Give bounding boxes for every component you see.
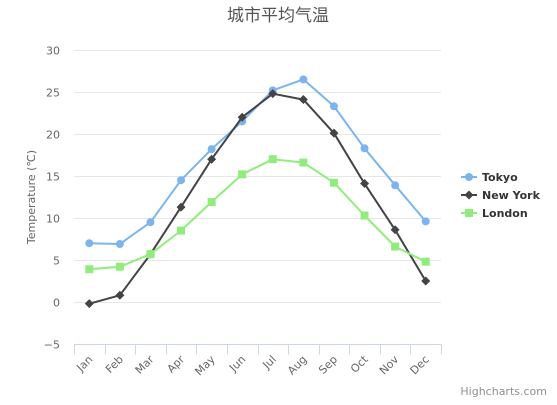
y-tick-label: 0 — [53, 297, 60, 310]
y-tick-label: 30 — [46, 45, 60, 58]
legend-item-new-york[interactable]: New York — [461, 189, 541, 202]
credits-link[interactable]: Highcharts.com — [460, 385, 547, 398]
data-point-tokyo[interactable] — [85, 239, 94, 248]
data-point-new-york[interactable] — [298, 95, 308, 105]
x-tick-label: Jun — [226, 353, 248, 375]
data-point-london[interactable] — [391, 242, 400, 251]
data-point-tokyo[interactable] — [177, 176, 186, 185]
x-tick-label: Aug — [285, 353, 309, 377]
y-tick-label: 20 — [46, 129, 60, 142]
legend-marker[interactable] — [464, 190, 474, 200]
data-point-london[interactable] — [299, 158, 308, 167]
data-point-new-york[interactable] — [268, 89, 278, 99]
data-point-tokyo[interactable] — [207, 145, 216, 154]
legend-marker[interactable] — [465, 209, 473, 217]
series-line-london — [88, 158, 427, 271]
series-london — [85, 155, 430, 274]
y-axis-label: Temperature (℃) — [25, 150, 38, 245]
legend: Tokyo New York London — [461, 171, 541, 220]
data-point-new-york[interactable] — [237, 112, 247, 122]
data-point-london[interactable] — [146, 250, 155, 259]
x-axis-ticks: Jan Feb Mar Apr May Jun Jul Aug Sep Oct Nov Dec — [74, 344, 442, 379]
data-point-new-york[interactable] — [390, 225, 400, 235]
legend-item-london[interactable]: London — [461, 207, 528, 220]
y-tick-label: 25 — [46, 87, 60, 100]
data-point-new-york[interactable] — [360, 179, 370, 189]
data-point-london[interactable] — [329, 178, 338, 187]
data-point-tokyo[interactable] — [299, 75, 308, 84]
data-point-tokyo[interactable] — [421, 217, 430, 226]
x-tick-label: Dec — [408, 353, 432, 377]
data-point-london[interactable] — [207, 198, 216, 207]
data-point-new-york[interactable] — [207, 154, 217, 164]
data-point-london[interactable] — [360, 211, 369, 220]
y-tick-label: 10 — [46, 213, 60, 226]
data-point-tokyo[interactable] — [115, 240, 124, 249]
x-tick-label: May — [192, 353, 218, 379]
x-tick-label: Mar — [133, 353, 157, 377]
x-tick-label: Jul — [260, 353, 279, 372]
series-line-tokyo — [88, 78, 427, 245]
series-new-york — [84, 89, 431, 309]
x-tick-label: Apr — [165, 353, 188, 376]
data-point-london[interactable] — [177, 226, 186, 235]
series-tokyo — [85, 75, 430, 249]
y-tick-label: 5 — [53, 255, 60, 268]
legend-label: London — [482, 207, 528, 220]
data-point-tokyo[interactable] — [329, 102, 338, 111]
x-tick-label: Nov — [377, 353, 402, 378]
data-point-london[interactable] — [85, 265, 94, 274]
data-point-london[interactable] — [268, 155, 277, 164]
data-point-new-york[interactable] — [421, 276, 431, 286]
x-tick-label: Oct — [348, 352, 371, 375]
series-group — [84, 75, 431, 309]
y-gridlines — [74, 50, 441, 303]
legend-label: Tokyo — [482, 171, 518, 184]
legend-marker[interactable] — [465, 173, 473, 181]
data-point-tokyo[interactable] — [391, 181, 400, 190]
x-tick-label: Feb — [103, 353, 126, 376]
data-point-new-york[interactable] — [84, 299, 94, 309]
data-point-tokyo[interactable] — [360, 144, 369, 153]
x-tick-label: Jan — [74, 353, 96, 375]
y-axis-ticks: −5 0 5 10 15 20 25 30 — [44, 45, 60, 352]
data-point-new-york[interactable] — [176, 202, 186, 212]
y-tick-label: −5 — [44, 339, 60, 352]
y-tick-label: 15 — [46, 171, 60, 184]
data-point-london[interactable] — [238, 170, 247, 179]
data-point-london[interactable] — [421, 257, 430, 266]
x-tick-label: Sep — [316, 353, 340, 377]
series-line-new-york — [88, 92, 427, 305]
data-point-london[interactable] — [115, 262, 124, 271]
data-point-tokyo[interactable] — [146, 218, 155, 227]
data-point-new-york[interactable] — [115, 290, 125, 300]
data-point-new-york[interactable] — [329, 128, 339, 138]
legend-label: New York — [482, 189, 541, 202]
legend-item-tokyo[interactable]: Tokyo — [461, 171, 518, 184]
chart-title: 城市平均气温 — [227, 6, 329, 26]
